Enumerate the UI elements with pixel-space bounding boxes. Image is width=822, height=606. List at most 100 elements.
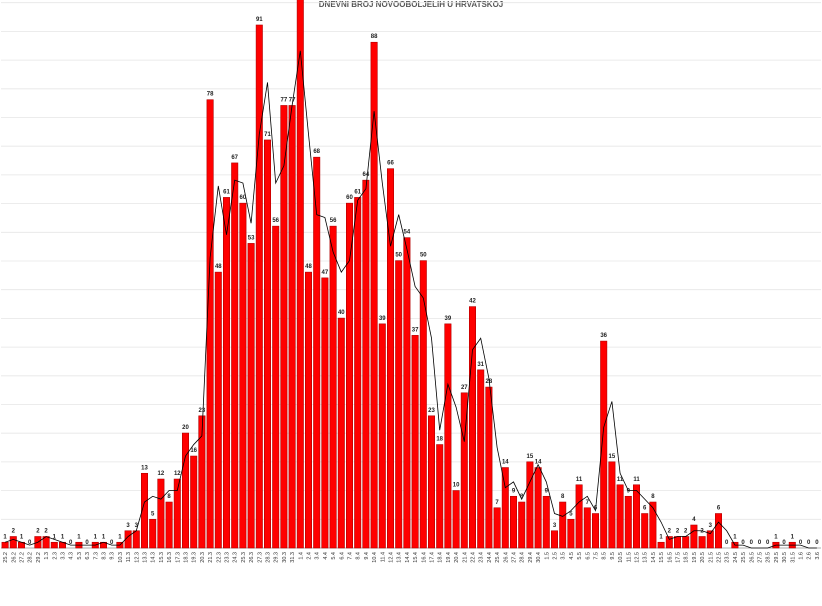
x-tick-10.3: 10.3 [118,552,124,563]
bar-22.4 [469,306,476,549]
bar-15.4 [411,335,419,549]
bar-3.5 [559,501,567,549]
data-label-23.4: 31 [477,362,484,368]
gridlines [1,2,821,549]
data-label-12.3: 3 [135,523,139,529]
data-label-8.4: 61 [354,189,361,195]
bar-18.5 [682,536,690,549]
bar-19.3 [190,455,198,549]
data-label-30.5: 0 [782,540,786,546]
data-label-13.4: 50 [395,253,402,259]
data-label-17.3: 12 [174,471,181,477]
data-label-19.5: 4 [692,517,696,523]
x-tick-31.3: 31.3 [290,552,296,563]
x-tick-2.4: 2.4 [307,552,313,560]
x-tick-29.5: 29.5 [774,552,780,563]
bar-series [1,0,796,549]
data-label-18.3: 20 [182,425,189,431]
x-tick-3.6: 3.6 [815,552,821,560]
x-tick-4.4: 4.4 [323,552,329,560]
bar-20.4 [452,490,460,549]
x-tick-8.5: 8.5 [602,552,608,560]
x-tick-6.4: 6.4 [339,552,345,560]
x-tick-6.3: 6.3 [85,552,91,560]
x-tick-7.3: 7.3 [93,552,99,560]
x-tick-13.3: 13.3 [143,552,149,563]
data-label-26.4: 14 [502,460,509,466]
x-tick-17.3: 17.3 [175,552,181,563]
x-tick-16.3: 16.3 [167,552,173,563]
data-label-7.4: 60 [346,195,353,201]
x-tick-25.4: 25.4 [495,552,501,563]
bar-22.3 [214,271,222,549]
data-label-2.3: 1 [53,534,57,540]
data-label-5.4: 56 [330,218,337,224]
bar-9.4 [362,179,370,549]
data-label-9.5: 15 [609,454,616,460]
x-tick-6.5: 6.5 [585,552,591,560]
bar-12.5 [633,484,640,549]
bar-8.5 [600,340,608,549]
data-label-9.3: 0 [110,540,114,546]
data-label-18.5: 2 [684,529,688,535]
data-label-2.4: 48 [305,264,312,270]
x-tick-8.4: 8.4 [356,552,362,560]
bar-26.2 [9,536,17,549]
bar-8.4 [354,197,362,549]
bar-24.3 [231,162,239,549]
bar-13.4 [395,260,403,549]
bar-2.3 [50,541,58,549]
data-label-27.5: 0 [758,540,762,546]
data-label-13.3: 13 [141,465,148,471]
x-tick-23.5: 23.5 [725,552,731,563]
data-label-10.4: 88 [371,34,378,40]
bar-23.3 [223,197,230,549]
x-tick-15.4: 15.4 [413,552,419,563]
data-label-3.5: 8 [561,494,565,500]
bar-19.4 [444,323,452,549]
bar-25.2 [1,541,9,549]
x-tick-10.5: 10.5 [618,552,624,563]
x-tick-4.3: 4.3 [69,552,75,560]
data-label-20.4: 10 [453,483,460,489]
bar-5.4 [329,225,337,549]
data-label-25.4: 7 [495,500,499,506]
bar-17.3 [173,478,181,549]
x-tick-24.3: 24.3 [233,552,239,563]
trend-line [4,50,817,549]
data-label-25.2: 1 [3,534,7,540]
x-tick-3.4: 3.4 [315,552,321,560]
bar-30.3 [280,105,288,549]
x-tick-15.5: 15.5 [659,552,665,563]
x-tick-27.5: 27.5 [758,552,764,563]
bar-16.4 [419,260,427,549]
data-label-20.3: 23 [199,408,206,414]
x-tick-5.3: 5.3 [77,552,83,560]
bar-10.4 [370,41,378,549]
x-tick-22.5: 22.5 [717,552,723,563]
x-tick-1.5: 1.5 [544,552,550,560]
data-label-19.4: 39 [445,316,452,322]
data-label-1.6: 0 [799,540,803,546]
x-tick-labels: 25.2 26.2 27.2 28.2 29.2 1.3 2.3 3.3 4.3 5.3 6.3 7.… [3,552,821,563]
data-label-30.3: 77 [281,97,288,103]
data-label-21.4: 27 [461,385,468,391]
line-series [4,50,817,549]
data-label-14.4: 54 [404,230,411,236]
data-label-24.3: 67 [231,155,238,161]
x-tick-19.5: 19.5 [692,552,698,563]
x-tick-30.4: 30.4 [536,552,542,563]
data-label-28.5: 0 [766,540,770,546]
x-tick-26.5: 26.5 [749,552,755,563]
x-tick-11.4: 11.4 [380,552,386,562]
x-tick-18.5: 18.5 [684,552,690,563]
bar-2.5 [551,530,558,549]
data-label-29.4: 15 [527,454,534,460]
data-label-3.3: 1 [61,534,65,540]
data-label-21.3: 78 [207,92,214,98]
x-tick-31.5: 31.5 [790,552,796,563]
x-tick-13.4: 13.4 [397,552,403,563]
bar-21.3 [206,99,214,549]
x-tick-30.5: 30.5 [782,552,788,563]
data-label-26.2: 2 [12,529,16,535]
